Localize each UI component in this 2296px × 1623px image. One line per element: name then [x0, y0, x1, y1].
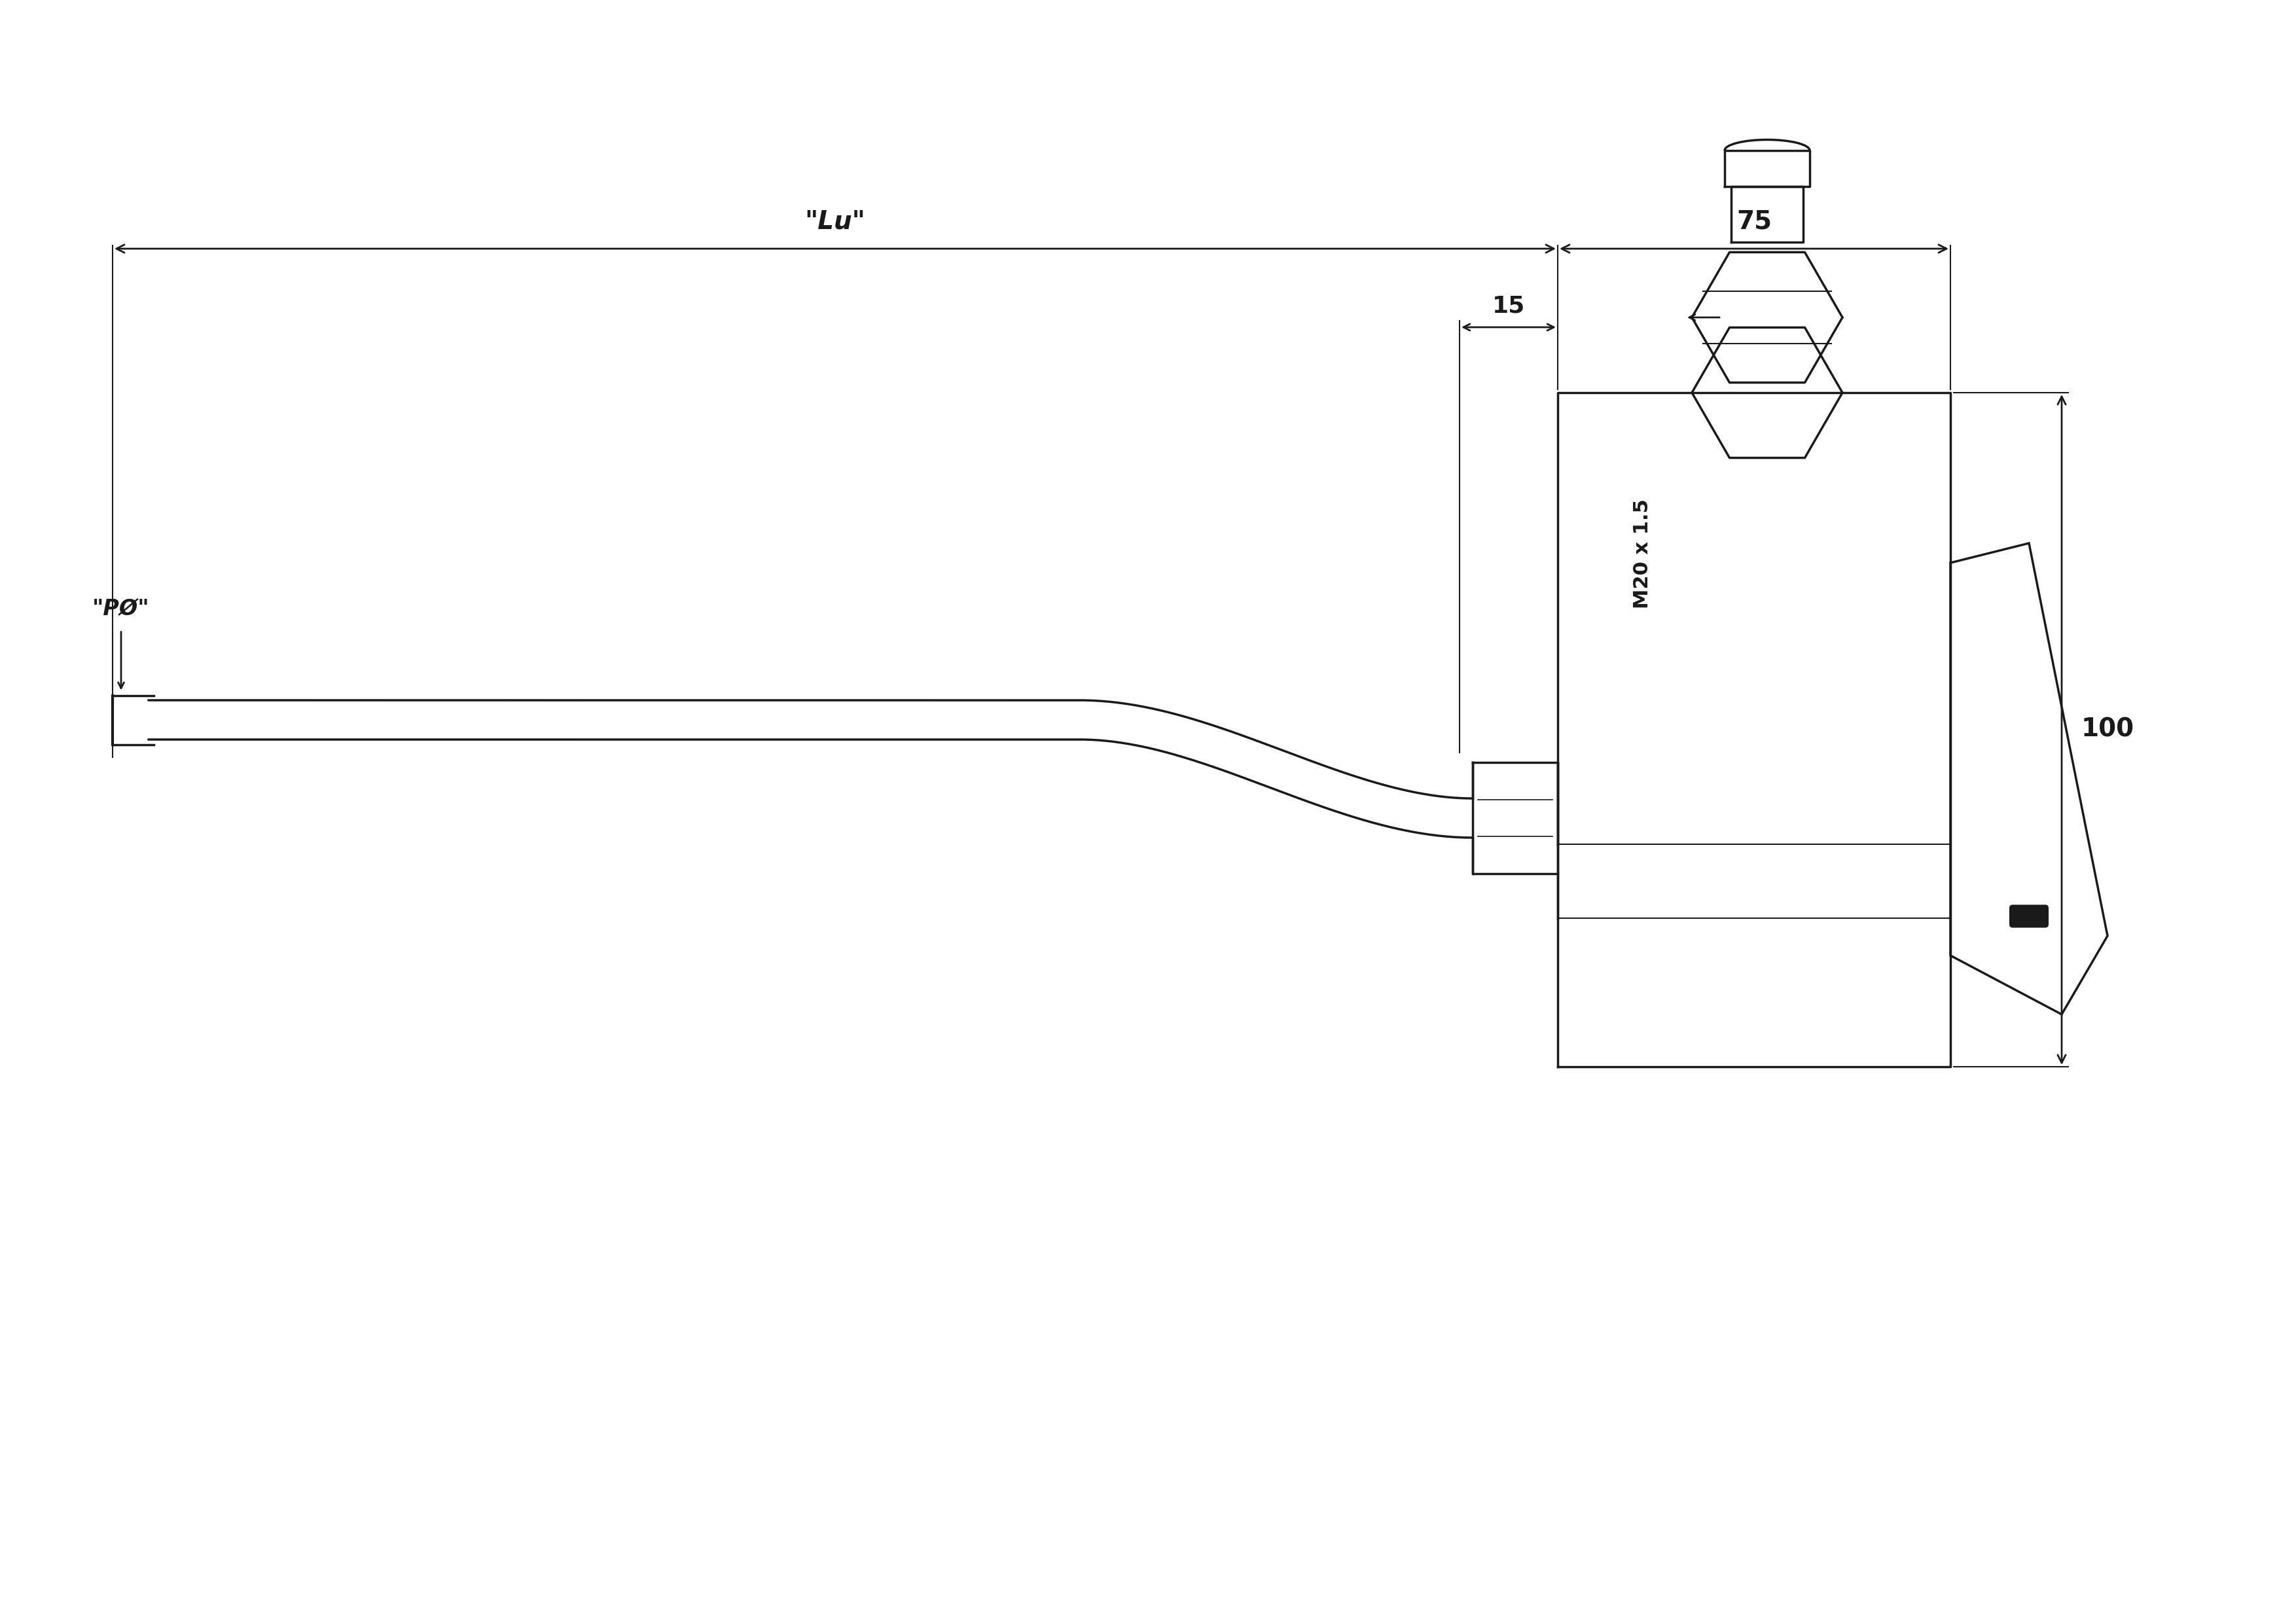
- Text: 75: 75: [1736, 209, 1773, 234]
- Text: "PØ": "PØ": [92, 599, 149, 620]
- Text: 100: 100: [2080, 717, 2135, 742]
- FancyBboxPatch shape: [2009, 906, 2048, 927]
- Text: M20 x 1.5: M20 x 1.5: [1632, 498, 1653, 609]
- Polygon shape: [1949, 544, 2108, 1014]
- Text: "Lu": "Lu": [806, 209, 866, 234]
- Text: 15: 15: [1492, 295, 1525, 318]
